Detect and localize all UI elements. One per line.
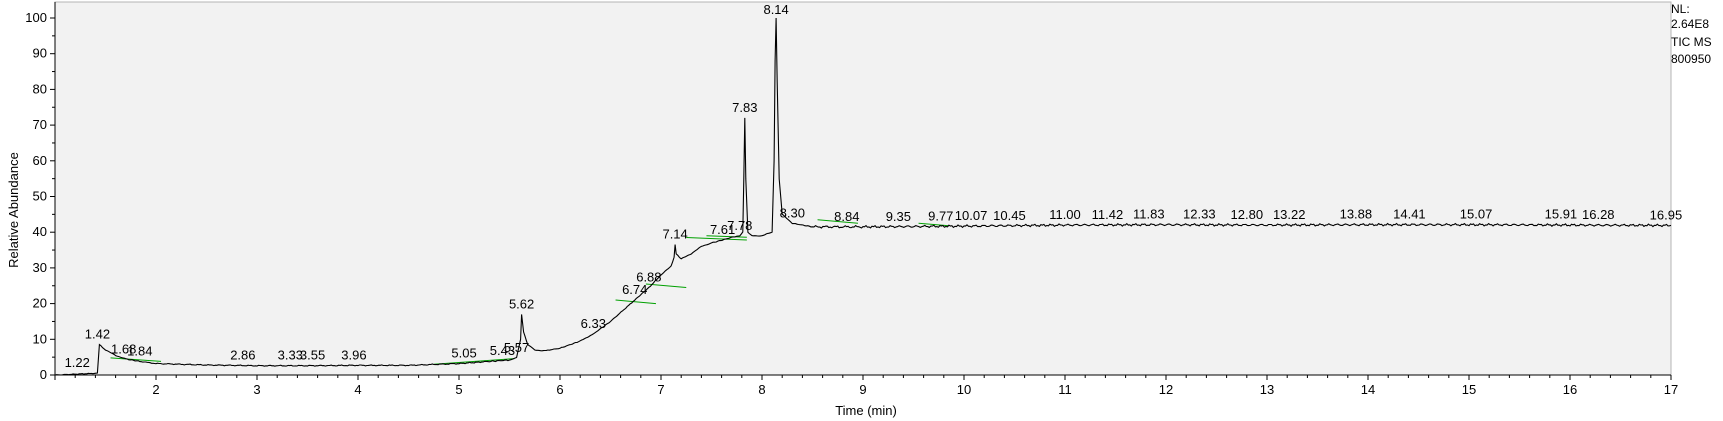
sample-id: 800950 <box>1671 52 1712 66</box>
peak-label: 8.14 <box>763 2 788 17</box>
peak-label: 3.33 <box>278 348 303 363</box>
peak-label: 5.57 <box>504 340 529 355</box>
x-tick-labels: 2 3 4 5 6 7 8 9 10 11 12 13 14 15 16 17 <box>152 382 1678 397</box>
integration-baseline <box>706 235 747 238</box>
peak-label: 11.42 <box>1092 207 1124 222</box>
peak-label: 9.35 <box>886 209 911 224</box>
peak-label: 11.00 <box>1049 207 1081 222</box>
normalization-level: 2.64E8 <box>1671 17 1710 31</box>
x-tick-label: 5 <box>455 382 462 397</box>
y-tick-label: 90 <box>33 46 47 61</box>
plot-area <box>54 1 1672 376</box>
peak-label: 5.43 <box>490 343 515 358</box>
integration-baseline <box>615 299 656 305</box>
integration-baselines <box>110 219 949 365</box>
x-tick-label: 13 <box>1260 382 1274 397</box>
x-tick-label: 7 <box>657 382 664 397</box>
peak-label: 1.22 <box>65 355 90 370</box>
x-tick-label: 10 <box>957 382 971 397</box>
peak-label: 8.30 <box>780 205 805 220</box>
peak-label: 13.22 <box>1273 207 1306 222</box>
peak-label: 6.74 <box>622 282 647 297</box>
peak-label: 13.88 <box>1340 207 1373 222</box>
peak-label: 14.41 <box>1393 207 1426 222</box>
y-tick-label: 60 <box>33 153 47 168</box>
y-tick-label: 40 <box>33 224 47 239</box>
peak-label: 12.33 <box>1183 207 1216 222</box>
x-tick-label: 11 <box>1058 382 1072 397</box>
y-tick-label: 30 <box>33 260 47 275</box>
peak-label: 11.83 <box>1133 207 1165 222</box>
peak-label: 1.42 <box>85 327 110 342</box>
integration-baseline <box>918 222 949 227</box>
peak-label: 9.77 <box>928 208 953 223</box>
peak-label: 6.88 <box>636 270 661 285</box>
x-tick-label: 12 <box>1159 382 1173 397</box>
tic-trace-line <box>54 17 1672 376</box>
peak-label: 6.33 <box>581 316 606 331</box>
x-tick-label: 15 <box>1462 382 1476 397</box>
integration-baseline <box>686 237 747 241</box>
peak-label: 8.84 <box>834 209 859 224</box>
x-tick-label: 14 <box>1361 382 1375 397</box>
x-tick-label: 16 <box>1563 382 1577 397</box>
y-tick-labels: 0 10 20 30 40 50 60 70 80 90 100 <box>25 10 47 382</box>
x-axis-label: Time (min) <box>835 403 897 418</box>
peak-label: 7.83 <box>732 100 757 115</box>
peak-label: 1.84 <box>127 343 152 358</box>
x-tick-label: 17 <box>1664 382 1678 397</box>
x-tick-label: 8 <box>758 382 765 397</box>
peak-label: 15.91 <box>1545 207 1578 222</box>
x-tick-label: 9 <box>859 382 866 397</box>
x-tick-label: 6 <box>556 382 563 397</box>
x-tick-label: 3 <box>253 382 260 397</box>
integration-baseline <box>433 358 515 365</box>
y-tick-label: 70 <box>33 117 47 132</box>
tick-marks <box>50 2 1672 380</box>
y-tick-label: 10 <box>33 331 47 346</box>
y-tick-label: 50 <box>33 189 47 204</box>
peak-labels: 1.22 1.421.681.84 2.86 3.333.55 3.96 5.05 5.43… <box>65 2 1683 370</box>
x-tick-label: 4 <box>354 382 361 397</box>
peak-label: 5.05 <box>451 346 476 361</box>
integration-baseline <box>817 219 858 224</box>
scan-filter: TIC MS <box>1671 35 1712 49</box>
peak-label: 7.14 <box>662 227 687 242</box>
peak-label: 5.62 <box>509 296 534 311</box>
y-tick-label: 80 <box>33 81 47 96</box>
peak-label: 16.28 <box>1582 207 1615 222</box>
y-axis-label: Relative Abundance <box>6 152 21 268</box>
peak-label: 2.86 <box>230 347 255 362</box>
peak-label: 3.96 <box>341 347 366 362</box>
peak-label: 1.68 <box>111 342 136 357</box>
integration-baseline <box>110 357 162 362</box>
peak-label: 7.61 <box>710 222 735 237</box>
peak-label: 10.45 <box>993 208 1026 223</box>
peak-label: 3.55 <box>300 348 325 363</box>
peak-label: 10.07 <box>955 208 988 223</box>
y-tick-label: 0 <box>40 367 47 382</box>
peak-label: 12.80 <box>1231 207 1264 222</box>
peak-label: 15.07 <box>1460 207 1493 222</box>
y-tick-label: 100 <box>25 10 47 25</box>
x-tick-label: 2 <box>152 382 159 397</box>
y-tick-label: 20 <box>33 296 47 311</box>
nl-label: NL: <box>1671 2 1690 16</box>
peak-label: 7.78 <box>727 218 752 233</box>
peak-label: 16.95 <box>1650 207 1683 222</box>
